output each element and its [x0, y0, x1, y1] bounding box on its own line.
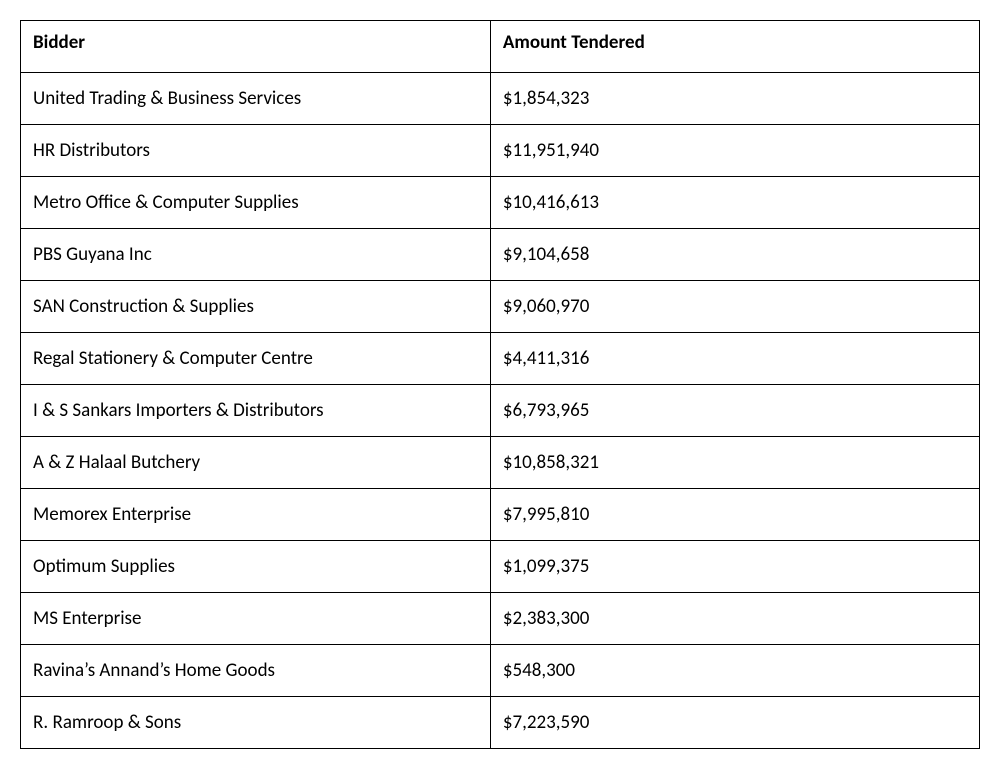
bidders-table: Bidder Amount Tendered United Trading & … [20, 20, 980, 749]
bidder-cell: Ravina’s Annand’s Home Goods [21, 645, 491, 697]
amount-cell: $10,858,321 [490, 437, 979, 489]
table-row: Memorex Enterprise $7,995,810 [21, 489, 980, 541]
amount-cell: $7,223,590 [490, 697, 979, 749]
table-row: Optimum Supplies $1,099,375 [21, 541, 980, 593]
table-row: SAN Construction & Supplies $9,060,970 [21, 281, 980, 333]
table-row: United Trading & Business Services $1,85… [21, 73, 980, 125]
table-row: PBS Guyana Inc $9,104,658 [21, 229, 980, 281]
table-header-row: Bidder Amount Tendered [21, 21, 980, 73]
table-row: HR Distributors $11,951,940 [21, 125, 980, 177]
bidder-cell: PBS Guyana Inc [21, 229, 491, 281]
bidder-cell: SAN Construction & Supplies [21, 281, 491, 333]
bidder-cell: Memorex Enterprise [21, 489, 491, 541]
amount-cell: $1,099,375 [490, 541, 979, 593]
bidder-cell: Metro Office & Computer Supplies [21, 177, 491, 229]
table-row: A & Z Halaal Butchery $10,858,321 [21, 437, 980, 489]
amount-cell: $4,411,316 [490, 333, 979, 385]
bidder-cell: MS Enterprise [21, 593, 491, 645]
amount-cell: $9,104,658 [490, 229, 979, 281]
col-header-bidder: Bidder [21, 21, 491, 73]
amount-cell: $9,060,970 [490, 281, 979, 333]
bidder-cell: R. Ramroop & Sons [21, 697, 491, 749]
table-row: MS Enterprise $2,383,300 [21, 593, 980, 645]
bidder-cell: United Trading & Business Services [21, 73, 491, 125]
bidder-cell: Optimum Supplies [21, 541, 491, 593]
table-row: Regal Stationery & Computer Centre $4,41… [21, 333, 980, 385]
bidder-cell: I & S Sankars Importers & Distributors [21, 385, 491, 437]
amount-cell: $10,416,613 [490, 177, 979, 229]
table-row: Ravina’s Annand’s Home Goods $548,300 [21, 645, 980, 697]
amount-cell: $1,854,323 [490, 73, 979, 125]
bidder-cell: HR Distributors [21, 125, 491, 177]
bidder-cell: A & Z Halaal Butchery [21, 437, 491, 489]
table-row: R. Ramroop & Sons $7,223,590 [21, 697, 980, 749]
table-row: Metro Office & Computer Supplies $10,416… [21, 177, 980, 229]
table-row: I & S Sankars Importers & Distributors $… [21, 385, 980, 437]
amount-cell: $2,383,300 [490, 593, 979, 645]
amount-cell: $7,995,810 [490, 489, 979, 541]
bidder-cell: Regal Stationery & Computer Centre [21, 333, 491, 385]
amount-cell: $6,793,965 [490, 385, 979, 437]
amount-cell: $11,951,940 [490, 125, 979, 177]
amount-cell: $548,300 [490, 645, 979, 697]
col-header-amount: Amount Tendered [490, 21, 979, 73]
